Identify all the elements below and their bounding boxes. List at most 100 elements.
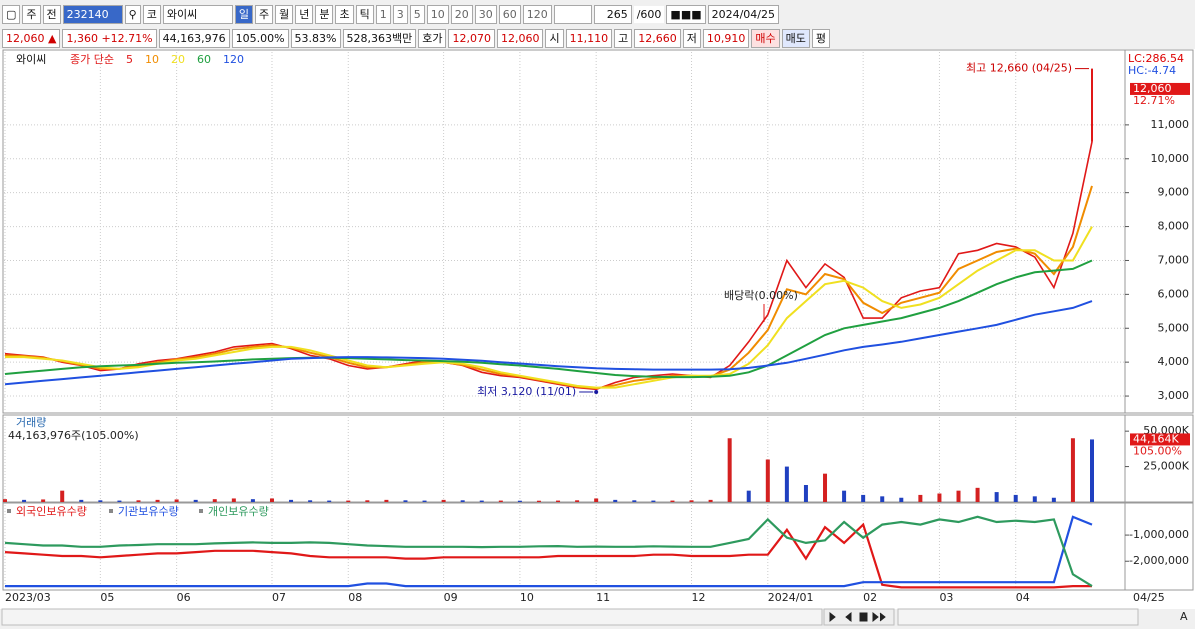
volume-bar [22, 499, 27, 502]
count-button[interactable]: 120 [522, 4, 552, 24]
volume-bar [803, 485, 808, 502]
legend-swatch [109, 509, 113, 513]
panel-title: 거래량 [16, 416, 46, 429]
open: 11,110 [565, 28, 613, 48]
volume-bar [918, 494, 923, 502]
amount: 528,363백만 [342, 28, 417, 48]
interval-button[interactable]: 초 [335, 4, 354, 24]
date-input[interactable]: 2024/04/25 [707, 4, 780, 24]
scrollbar [1, 608, 823, 626]
x-tick-label: 07 [272, 591, 286, 604]
period-select[interactable]: 주 [22, 4, 41, 24]
low-annotation: 최저 3,120 (11/01) [477, 385, 576, 398]
right-label: HC:-4.74 [1128, 64, 1176, 77]
y-tick-label: 8,000 [1158, 220, 1190, 233]
volume-bar [1090, 439, 1094, 502]
bars-max: /600 [633, 5, 665, 23]
legend-entry: 20 [171, 53, 185, 66]
interval-button[interactable]: 년 [295, 4, 314, 24]
volume-bar [1051, 497, 1056, 502]
count-button[interactable]: 30 [474, 4, 497, 24]
volume-bar [346, 500, 351, 502]
last-price-label: 12,060 [1133, 82, 1172, 95]
count-button[interactable]: 1 [375, 4, 391, 24]
series-line [5, 515, 1093, 588]
count-button[interactable]: 60 [498, 4, 521, 24]
count-button[interactable]: 20 [450, 4, 473, 24]
x-tick-label: 09 [444, 591, 458, 604]
volume-bar [613, 499, 618, 502]
last-volume-change: 105.00% [1133, 444, 1182, 457]
count-button[interactable]: 10 [426, 4, 449, 24]
search-icon[interactable]: ⚲ [124, 4, 141, 24]
x-tick-label: 10 [520, 591, 534, 604]
legend-entry: 5 [126, 53, 133, 66]
volume-bar [689, 500, 694, 502]
tool-icons[interactable]: ■■■ [666, 4, 706, 24]
volume-bar [880, 496, 885, 502]
interval-button[interactable]: 분 [315, 4, 334, 24]
axis-border [1124, 414, 1194, 503]
zoom-button[interactable]: A [1180, 610, 1188, 623]
volume-bar [231, 498, 236, 502]
type-button[interactable]: 전 [42, 4, 61, 24]
volume-bar [212, 499, 217, 502]
legend-entry: 60 [197, 53, 211, 66]
volume-bar [1032, 496, 1037, 502]
interval-button[interactable]: 월 [275, 4, 294, 24]
volume-bar [193, 499, 198, 502]
series-line [4, 515, 1093, 588]
volume-bar [727, 438, 732, 502]
axis-border [1124, 502, 1194, 591]
y-tick-label: 6,000 [1158, 287, 1190, 300]
name-input[interactable]: 와이씨 [162, 4, 233, 24]
count-button[interactable]: 3 [392, 4, 408, 24]
x-tick-label: 08 [348, 591, 362, 604]
menu-icon[interactable]: ▢ [2, 4, 21, 24]
volume-bar [384, 499, 389, 502]
bars-input[interactable]: 265 [593, 4, 632, 24]
volume-bar [632, 500, 637, 502]
interval-button[interactable]: 틱 [355, 4, 374, 24]
series-line [5, 226, 1093, 389]
last-volume-box [1130, 433, 1190, 446]
x-tick-label: 03 [939, 591, 953, 604]
volume-bar [117, 500, 122, 502]
volume-bar [136, 500, 141, 502]
last-price-box [1130, 82, 1190, 95]
volume-bar [670, 500, 675, 502]
change: 1,360 +12.71% [62, 28, 157, 48]
volume-bar [746, 490, 751, 502]
volume-bar [403, 500, 408, 502]
y-tick-label: 7,000 [1158, 253, 1190, 266]
interval-button[interactable]: 주 [254, 4, 274, 24]
legend-entry: 외국인보유수량 [16, 505, 87, 518]
sell-button[interactable]: 매도 [781, 28, 810, 48]
event-annotation: 배당락(0.00%) [724, 289, 798, 302]
volume-bar [498, 500, 503, 502]
panel-tag: 와이씨 [16, 53, 46, 66]
y-tick-label: 5,000 [1158, 321, 1190, 334]
code-input[interactable]: 232140 [62, 4, 123, 24]
x-tick-label: 05 [100, 591, 114, 604]
volume-bar [765, 459, 770, 502]
interval-button[interactable]: 일 [234, 4, 253, 24]
volume-bar [422, 500, 427, 502]
turnover: 53.83% [290, 28, 341, 48]
volume-bar [308, 500, 313, 502]
blank-select[interactable] [553, 4, 592, 24]
market-button[interactable]: 코 [142, 4, 161, 24]
zoom-slider [897, 608, 1139, 626]
avg-button[interactable]: 평 [811, 28, 830, 48]
toolbar: ▢ 주 전 232140 ⚲ 코 와이씨 일 주 월 년 분 초 틱 1 3 5 10 20 30 60 120 265/6… [2, 4, 780, 24]
open-label: 시 [545, 28, 564, 48]
count-button[interactable]: 5 [409, 4, 425, 24]
volume-bar [899, 497, 904, 502]
volume-bar [41, 499, 46, 502]
volume-bar [174, 499, 179, 502]
volume-bar [536, 500, 541, 502]
buy-button[interactable]: 매수 [751, 28, 780, 48]
volume-bar [98, 500, 103, 502]
quote-bar: 12,060 ▲ 1,360 +12.71% 44,163,976 105.00% 53… [2, 28, 830, 48]
